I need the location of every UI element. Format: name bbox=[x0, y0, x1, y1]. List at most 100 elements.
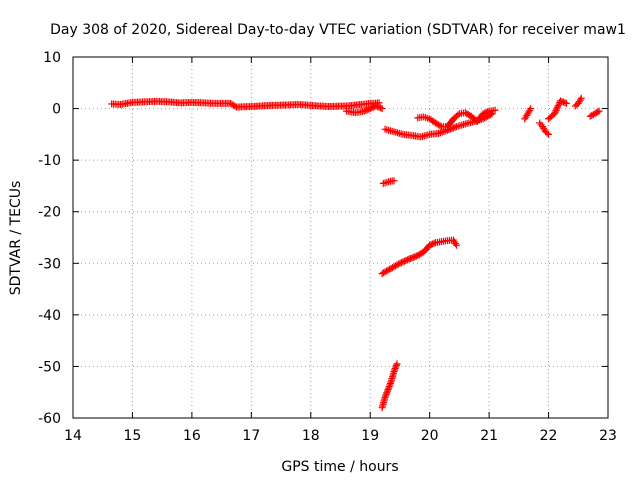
data-point bbox=[454, 111, 462, 119]
series-arc-steep bbox=[378, 360, 401, 412]
data-point bbox=[484, 108, 492, 116]
data-point bbox=[594, 108, 602, 116]
series-arc-minus14 bbox=[379, 177, 398, 187]
data-point bbox=[368, 104, 376, 112]
data-point bbox=[586, 112, 594, 120]
series-arc-mid-falling bbox=[342, 102, 386, 117]
data-point bbox=[429, 240, 437, 248]
data-point bbox=[389, 264, 397, 272]
data-point bbox=[577, 94, 585, 102]
data-point bbox=[527, 105, 535, 113]
data-point bbox=[393, 261, 401, 269]
x-tick-label: 17 bbox=[242, 428, 260, 444]
data-point bbox=[553, 105, 561, 113]
data-point bbox=[554, 102, 562, 110]
data-point bbox=[451, 123, 459, 131]
data-point bbox=[426, 241, 434, 249]
data-point bbox=[491, 106, 499, 114]
data-point bbox=[436, 122, 444, 130]
x-axis-label: GPS time / hours bbox=[281, 459, 398, 475]
x-tick-label: 14 bbox=[64, 428, 82, 444]
data-point bbox=[369, 103, 377, 111]
series-arc-long bbox=[108, 97, 383, 111]
data-point bbox=[452, 241, 460, 249]
axis-ticks bbox=[72, 56, 609, 419]
data-point bbox=[397, 259, 405, 267]
x-tick-label: 16 bbox=[183, 428, 201, 444]
series-arc-loop bbox=[414, 106, 499, 131]
data-point bbox=[390, 263, 398, 271]
data-point bbox=[551, 110, 558, 118]
data-point bbox=[231, 102, 239, 110]
data-point bbox=[562, 99, 570, 107]
data-point bbox=[378, 105, 386, 113]
y-tick-label: -60 bbox=[38, 411, 61, 427]
data-point bbox=[427, 241, 435, 249]
series-arc-short-3 bbox=[545, 97, 570, 123]
data-point bbox=[558, 97, 566, 105]
data-point bbox=[386, 265, 394, 273]
series-arc-short-5 bbox=[586, 107, 603, 120]
y-tick-label: -40 bbox=[38, 308, 61, 324]
series-arc-short-2 bbox=[536, 119, 553, 138]
x-tick-label: 23 bbox=[599, 428, 617, 444]
data-point bbox=[545, 130, 553, 138]
data-point bbox=[595, 107, 603, 115]
data-point bbox=[552, 107, 560, 115]
data-point bbox=[366, 105, 374, 113]
y-axis-label: SDTVAR / TECUs bbox=[8, 181, 24, 296]
data-point bbox=[363, 106, 371, 114]
data-point bbox=[372, 102, 380, 110]
data-point bbox=[588, 111, 596, 119]
x-tick-label: 15 bbox=[124, 428, 142, 444]
data-point bbox=[409, 253, 417, 261]
series-arc-minus30 bbox=[378, 236, 460, 278]
data-point bbox=[406, 255, 414, 263]
data-point bbox=[411, 253, 419, 261]
data-point bbox=[375, 103, 383, 111]
data-point bbox=[377, 104, 385, 112]
data-point bbox=[481, 109, 489, 117]
series-arc-short-4 bbox=[571, 94, 585, 110]
data-point bbox=[526, 106, 534, 114]
data-point bbox=[449, 124, 457, 132]
data-point bbox=[559, 98, 567, 106]
data-point bbox=[390, 177, 398, 185]
x-tick-label: 18 bbox=[302, 428, 320, 444]
data-point bbox=[394, 260, 402, 268]
data-point bbox=[551, 108, 559, 116]
y-tick-label: -20 bbox=[38, 205, 61, 221]
plot-frame bbox=[72, 56, 609, 419]
x-tick-label: 22 bbox=[540, 428, 558, 444]
data-point bbox=[430, 239, 438, 247]
data-point bbox=[479, 110, 487, 118]
data-point bbox=[400, 257, 408, 265]
data-point bbox=[381, 268, 389, 276]
data-point bbox=[576, 96, 584, 104]
data-point bbox=[408, 254, 416, 262]
y-tick-label: 0 bbox=[52, 102, 61, 118]
data-point bbox=[402, 257, 410, 265]
chart-title: Day 308 of 2020, Sidereal Day-to-day VTE… bbox=[50, 22, 626, 38]
data-point bbox=[387, 264, 395, 272]
data-point bbox=[380, 269, 388, 277]
x-tick-label: 19 bbox=[361, 428, 379, 444]
data-point bbox=[399, 258, 407, 266]
axis-tick-labels: 14 15 16 17 18 19 20 21 22 23 10 0 -10 -20 -30 -40 -50 -6… bbox=[38, 50, 617, 444]
data-point bbox=[396, 259, 404, 267]
y-tick-label: -30 bbox=[38, 256, 61, 272]
y-tick-label: -10 bbox=[38, 153, 61, 169]
data-point bbox=[362, 107, 370, 115]
data-point bbox=[589, 111, 597, 119]
data-point bbox=[556, 97, 564, 105]
y-tick-label: -50 bbox=[38, 359, 61, 375]
data-point bbox=[384, 266, 392, 274]
data-point bbox=[561, 99, 569, 107]
series-arc-short-1 bbox=[521, 105, 535, 123]
data-point bbox=[391, 262, 399, 270]
data-point bbox=[360, 107, 368, 115]
y-tick-label: 10 bbox=[43, 50, 61, 66]
x-tick-label: 21 bbox=[480, 428, 498, 444]
